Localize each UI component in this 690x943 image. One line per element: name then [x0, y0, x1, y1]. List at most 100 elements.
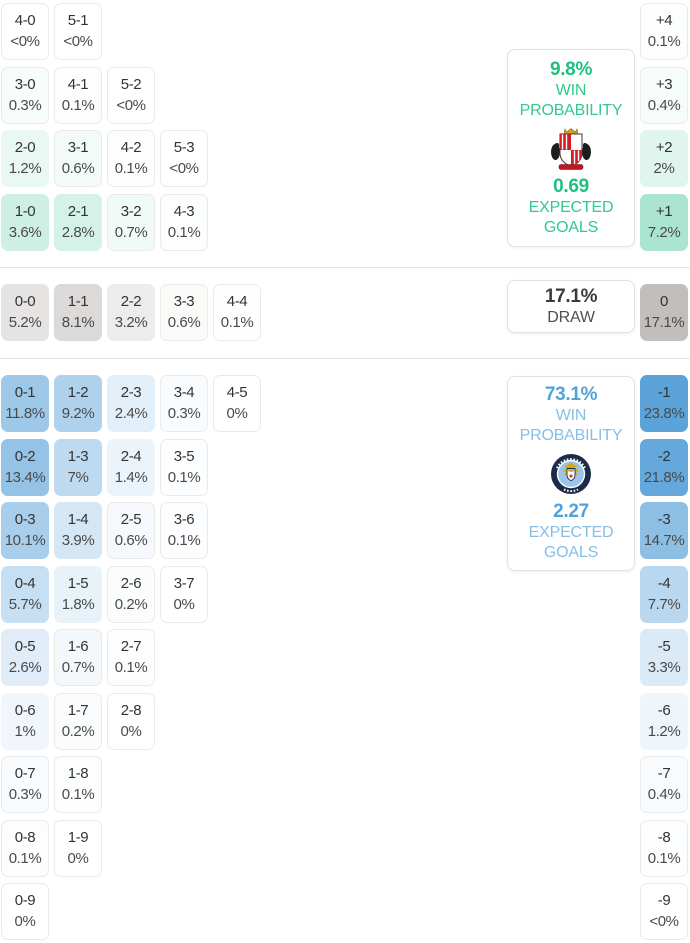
xg-label-line2: GOALS	[543, 218, 599, 236]
probability-value: 3.2%	[114, 314, 148, 331]
score-value: 1-3	[67, 448, 89, 465]
score-value: 5-1	[67, 12, 89, 29]
probability-value: 0.2%	[114, 596, 148, 613]
away-score-cell: 1-8 0.1%	[54, 756, 102, 813]
away-score-cell: 3-5 0.1%	[160, 439, 208, 496]
score-value: -3	[657, 511, 671, 528]
score-value: 0-5	[14, 638, 36, 655]
probability-value: 5.7%	[8, 596, 42, 613]
score-value: 0-6	[14, 702, 36, 719]
score-value: 3-6	[173, 511, 195, 528]
probability-value: 0%	[120, 723, 142, 740]
win-label-line2: PROBABILITY	[519, 427, 623, 444]
probability-value: 0.4%	[647, 786, 681, 803]
home-win-probability-label: WIN PROBABILITY	[520, 81, 623, 121]
score-value: 0-1	[14, 384, 36, 401]
draw-label: DRAW	[547, 308, 595, 326]
score-value: +4	[655, 12, 673, 29]
away-score-cell: 0-3 10.1%	[1, 502, 49, 559]
score-value: 4-2	[120, 139, 142, 156]
away-goal-margin-cell: -7 0.4%	[640, 756, 688, 813]
score-value: 1-8	[67, 765, 89, 782]
away-score-cell: 0-2 13.4%	[1, 439, 49, 496]
probability-value: 3.3%	[647, 659, 681, 676]
away-goal-margin-cell: -6 1.2%	[640, 693, 688, 750]
probability-value: 0.1%	[220, 314, 254, 331]
probability-value: 0%	[67, 850, 89, 867]
draw-score-cell: 0-0 5.2%	[1, 284, 49, 341]
probability-value: 10.1%	[4, 532, 46, 549]
away-goal-margin-cell: -9 <0%	[640, 883, 688, 940]
home-score-cell: 3-1 0.6%	[54, 130, 102, 187]
probability-value: 0.1%	[167, 532, 201, 549]
score-value: 3-7	[173, 575, 195, 592]
win-label-line2: PROBABILITY	[519, 101, 623, 119]
draw-score-cell: 3-3 0.6%	[160, 284, 208, 341]
score-value: 1-4	[67, 511, 89, 528]
probability-value: 5.2%	[8, 314, 42, 331]
away-score-cell: 0-7 0.3%	[1, 756, 49, 813]
score-value: 4-1	[67, 76, 89, 93]
score-value: 2-0	[14, 139, 36, 156]
probability-value: 0%	[226, 405, 248, 422]
probability-value: 0.1%	[114, 160, 148, 177]
probability-value: 7%	[67, 469, 89, 486]
score-value: 0-3	[14, 511, 36, 528]
draw-summary-box: 17.1% DRAW	[507, 280, 635, 333]
probability-value: <0%	[649, 913, 679, 930]
score-value: 4-0	[14, 12, 36, 29]
score-value: +3	[655, 76, 673, 93]
probability-value: 0.4%	[647, 97, 681, 114]
away-goal-margin-cell: -2 21.8%	[640, 439, 688, 496]
score-value: 3-3	[173, 293, 195, 310]
home-score-cell: 4-3 0.1%	[160, 194, 208, 251]
score-value: -6	[657, 702, 671, 719]
score-value: -9	[657, 892, 671, 909]
probability-value: 0.2%	[61, 723, 95, 740]
probability-value: 0.1%	[61, 97, 95, 114]
section-divider-bottom	[0, 358, 690, 359]
probability-value: 8.1%	[61, 314, 95, 331]
home-score-cell: 5-2 <0%	[107, 67, 155, 124]
score-value: 4-4	[226, 293, 248, 310]
probability-value: 0.1%	[114, 659, 148, 676]
probability-value: 0.6%	[167, 314, 201, 331]
probability-value: 21.8%	[643, 469, 685, 486]
home-score-cell: 3-0 0.3%	[1, 67, 49, 124]
away-score-cell: 2-6 0.2%	[107, 566, 155, 623]
away-score-cell: 1-5 1.8%	[54, 566, 102, 623]
probability-value: 0.7%	[61, 659, 95, 676]
home-score-cell: 4-1 0.1%	[54, 67, 102, 124]
score-value: 2-4	[120, 448, 142, 465]
away-goal-margin-cell: -3 14.7%	[640, 502, 688, 559]
away-score-cell: 0-1 11.8%	[1, 375, 49, 432]
win-label-line1: WIN	[555, 407, 587, 424]
probability-value: 0.3%	[8, 786, 42, 803]
xg-label-line1: EXPECTED	[528, 198, 614, 216]
away-win-probability-value: 73.1%	[544, 384, 598, 405]
home-win-probability-value: 9.8%	[549, 58, 593, 80]
score-value: 0-9	[14, 892, 36, 909]
probability-value: <0%	[169, 160, 199, 177]
manchester-city-crest-icon	[551, 454, 591, 494]
probability-value: 2.4%	[114, 405, 148, 422]
score-value: 5-3	[173, 139, 195, 156]
probability-value: 11.8%	[5, 405, 45, 422]
home-score-cell: 5-1 <0%	[54, 3, 102, 60]
score-value: 2-2	[120, 293, 142, 310]
score-value: -8	[657, 829, 671, 846]
away-score-cell: 2-3 2.4%	[107, 375, 155, 432]
probability-value: 7.7%	[647, 596, 681, 613]
home-score-cell: 5-3 <0%	[160, 130, 208, 187]
score-value: 4-3	[173, 203, 195, 220]
probability-value: 0.1%	[167, 469, 201, 486]
probability-value: 2%	[653, 160, 675, 177]
away-score-cell: 3-4 0.3%	[160, 375, 208, 432]
probability-value: 0.1%	[647, 850, 681, 867]
away-score-cell: 2-8 0%	[107, 693, 155, 750]
score-value: 1-7	[67, 702, 89, 719]
probability-value: 3.6%	[8, 224, 42, 241]
away-score-cell: 0-5 2.6%	[1, 629, 49, 686]
home-goal-margin-cell: +1 7.2%	[640, 194, 688, 251]
probability-value: 23.8%	[643, 405, 685, 422]
